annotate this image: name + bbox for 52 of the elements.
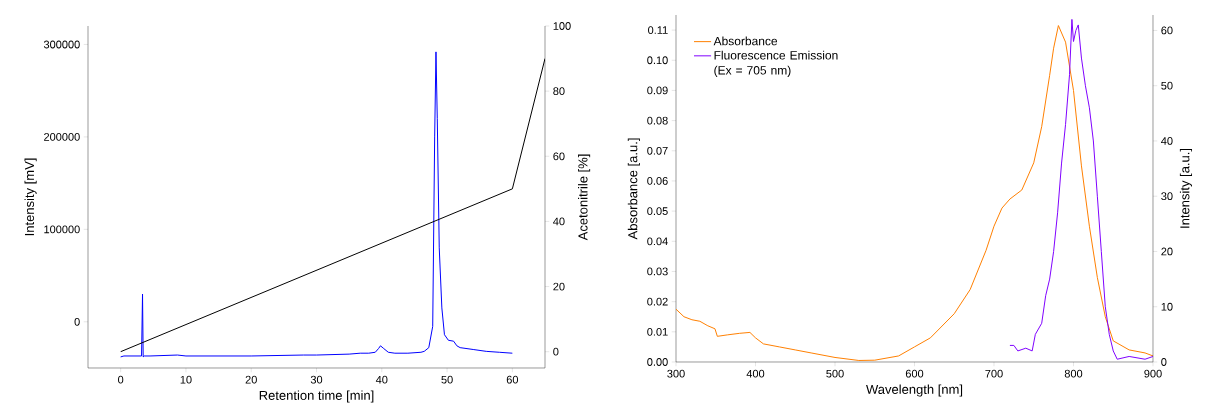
y2-tick-label: 30 <box>1161 192 1173 201</box>
x-tick-label: 60 <box>506 375 519 384</box>
legend-label: Absorbance <box>713 36 778 46</box>
y-tick-label: 0.02 <box>647 297 668 306</box>
y-axis-title: Absorbance [a.u.] <box>627 138 640 240</box>
x-tick-label: 900 <box>1144 369 1162 378</box>
y2-axis-title: Acetonitrile [%] <box>578 154 591 241</box>
y2-tick-label: 60 <box>553 152 565 161</box>
y2-tick-label: 0 <box>553 347 559 356</box>
y-tick-label: 0.06 <box>647 177 668 185</box>
y2-tick-label: 10 <box>1161 302 1173 311</box>
y2-tick-label: 20 <box>1161 247 1173 256</box>
y-tick-label: 0.00 <box>647 358 668 366</box>
x-tick-label: 10 <box>180 375 192 384</box>
y-tick-label: 200000 <box>44 133 80 141</box>
y2-tick-label: 40 <box>553 217 565 226</box>
y-tick-label: 0.10 <box>647 56 668 65</box>
x-tick-label: 30 <box>310 375 323 384</box>
y2-tick-label: 0 <box>1161 358 1167 366</box>
y2-tick-label: 20 <box>553 282 565 291</box>
y-tick-label: 0.09 <box>647 86 668 95</box>
x-tick-label: 500 <box>826 369 844 378</box>
legend-label: Fluorescence Emission (Ex = 705 nm) <box>714 50 838 77</box>
x-tick-label: 20 <box>245 375 257 384</box>
x-tick-label: 40 <box>375 375 388 384</box>
y-tick-label: 0 <box>74 317 80 326</box>
y-tick-label: 0.05 <box>647 207 668 216</box>
y2-tick-label: 40 <box>1161 137 1173 145</box>
x-tick-label: 600 <box>905 369 924 378</box>
x-axis-title: Wavelength [nm] <box>866 384 963 397</box>
y2-tick-label: 80 <box>553 87 565 96</box>
x-tick-label: 0 <box>118 375 124 384</box>
line-series <box>1009 18 1153 360</box>
y-tick-label: 0.07 <box>647 146 668 155</box>
y2-axis-title: Intensity [a.u.] <box>1179 148 1193 228</box>
y-tick-label: 0.01 <box>647 327 668 336</box>
y2-tick-label: 60 <box>1161 26 1173 35</box>
y-tick-label: 0.08 <box>647 116 668 125</box>
y2-tick-label: 100 <box>553 22 571 30</box>
x-tick-label: 400 <box>746 369 765 378</box>
y2-tick-label: 50 <box>1161 81 1173 90</box>
y-tick-label: 100000 <box>44 225 80 234</box>
y-tick-label: 0.11 <box>648 26 668 34</box>
y-tick-label: 0.04 <box>647 237 668 246</box>
y-axis-title: Intensity [mV] <box>24 158 37 236</box>
y-tick-label: 0.03 <box>647 267 668 276</box>
y-tick-label: 300000 <box>43 40 80 49</box>
x-tick-label: 300 <box>667 369 685 378</box>
x-tick-label: 800 <box>1064 369 1083 378</box>
x-tick-label: 700 <box>985 369 1003 378</box>
x-tick-label: 50 <box>441 375 453 384</box>
x-axis-title: Retention time [min] <box>259 390 374 403</box>
